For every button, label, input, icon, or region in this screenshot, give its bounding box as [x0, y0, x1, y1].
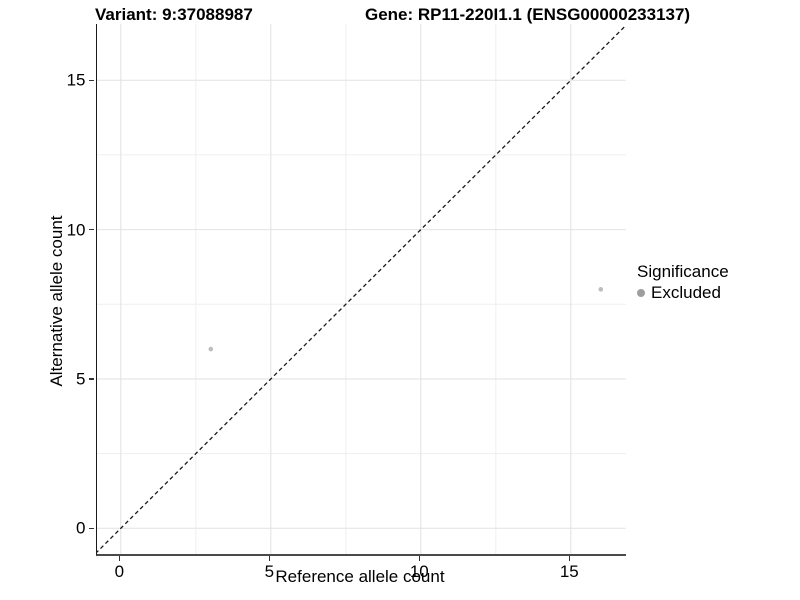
- plot-title-variant: Variant: 9:37088987: [95, 5, 253, 24]
- y-axis-title: Alternative allele count: [47, 215, 66, 387]
- legend: Significance Excluded: [637, 261, 729, 303]
- identity-dashed-line: [96, 24, 626, 553]
- plot-canvas: [96, 24, 626, 554]
- y-tick-mark: [89, 378, 94, 380]
- x-tick-label: 10: [409, 562, 429, 581]
- plot-title-gene: Gene: RP11-220I1.1 (ENSG00000233137): [365, 5, 691, 24]
- legend-item-label: Excluded: [651, 283, 721, 302]
- y-tick-mark: [89, 527, 94, 530]
- plot-panel: [95, 24, 626, 556]
- data-point: [208, 346, 213, 352]
- y-tick-label: 5: [76, 369, 86, 389]
- x-tick-mark: [418, 556, 421, 561]
- y-tick-label: 10: [66, 220, 86, 240]
- x-tick-label: 0: [114, 562, 125, 581]
- y-tick-label: 0: [76, 518, 86, 538]
- x-axis-title: Reference allele count: [275, 567, 445, 586]
- legend-key-dot-icon: [637, 288, 645, 297]
- x-tick-mark: [568, 556, 571, 561]
- x-tick-label: 15: [559, 562, 579, 581]
- x-tick-mark: [268, 556, 271, 561]
- x-tick-label: 5: [264, 562, 275, 581]
- data-point: [598, 287, 603, 292]
- legend-title: Significance: [637, 262, 729, 281]
- y-tick-label: 15: [66, 70, 86, 90]
- x-tick-mark: [118, 556, 121, 561]
- legend-item-excluded: Excluded: [637, 282, 729, 303]
- y-tick-mark: [89, 79, 94, 81]
- y-tick-mark: [89, 228, 94, 231]
